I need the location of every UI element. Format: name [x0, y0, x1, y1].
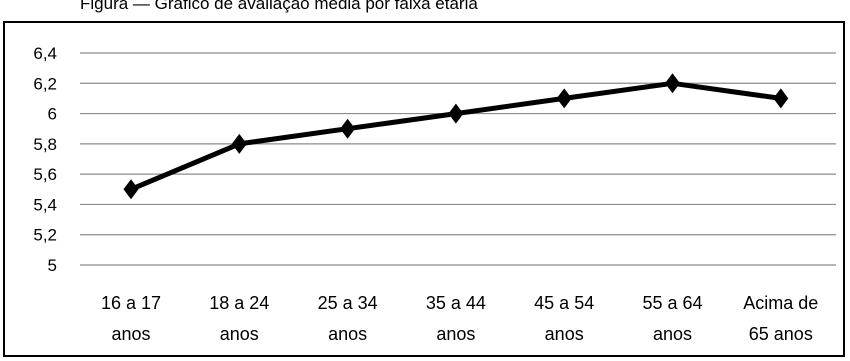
chart-caption: Figura — Gráfico de avaliação média por … [80, 0, 478, 13]
y-tick-label: 5,4 [33, 195, 57, 214]
x-category-label: 65 anos [749, 324, 813, 344]
data-point-marker [665, 73, 680, 94]
y-tick-label: 5,8 [33, 135, 57, 154]
x-category-label: anos [545, 324, 584, 344]
x-axis-category-labels: 16 a 17 anos 18 a 24 anos 25 a 34 anos 35 a 44… [101, 293, 818, 344]
x-category-label: 55 a 64 [642, 293, 702, 313]
y-tick-label: 6,4 [33, 44, 57, 63]
series-line [130, 80, 782, 192]
data-point-marker [773, 88, 789, 109]
chart-frame [3, 21, 845, 357]
x-category-label: anos [653, 324, 692, 344]
grid-lines [80, 52, 836, 266]
data-point-marker [448, 103, 464, 124]
y-axis-tick-labels: 5 5,2 5,4 5,6 5,8 6 6,2 6,4 [33, 44, 57, 275]
x-category-label: 25 a 34 [318, 293, 378, 313]
x-category-label: 45 a 54 [534, 293, 594, 313]
x-category-label: anos [436, 324, 475, 344]
series-average-score [123, 73, 789, 200]
data-point-marker [123, 179, 139, 200]
x-category-label: Acima de [743, 293, 818, 313]
y-tick-label: 5 [48, 256, 57, 275]
y-tick-label: 5,2 [33, 226, 57, 245]
y-tick-label: 6,2 [33, 74, 57, 93]
x-category-label: anos [111, 324, 150, 344]
x-category-label: 18 a 24 [209, 293, 269, 313]
x-category-label: 35 a 44 [426, 293, 486, 313]
x-category-label: 16 a 17 [101, 293, 161, 313]
data-point-marker [231, 133, 247, 154]
y-tick-label: 5,6 [33, 165, 57, 184]
x-category-label: anos [220, 324, 259, 344]
data-point-marker [556, 88, 572, 109]
x-category-label: anos [328, 324, 367, 344]
y-tick-label: 6 [48, 105, 57, 124]
data-point-marker [340, 118, 356, 139]
